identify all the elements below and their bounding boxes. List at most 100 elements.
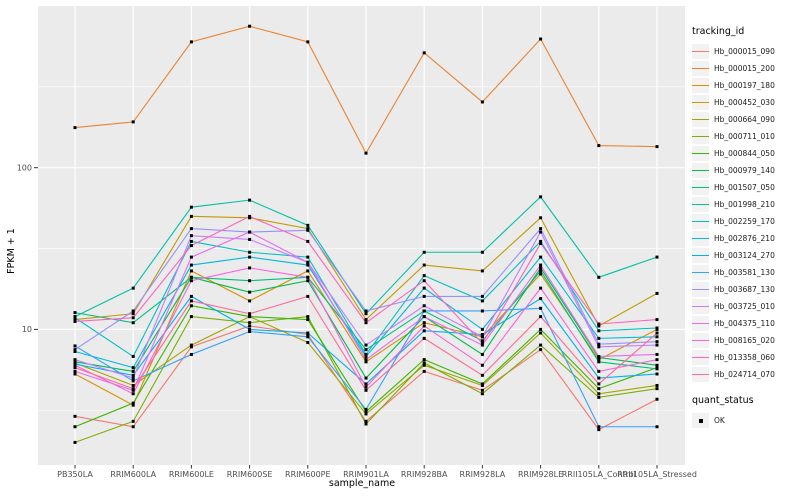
data-point-marker [480,341,484,345]
series-color-swatch [692,322,709,324]
data-point-marker [248,279,252,283]
data-point-marker [539,315,543,319]
data-point-marker [73,425,77,429]
legend-item-label: Hb_003581_130 [714,268,775,277]
data-point-marker [597,354,601,358]
data-point-marker [189,352,193,356]
legend-key-line [692,282,709,297]
x-tick-label: RRIM928LA [460,470,506,479]
data-point-marker [480,343,484,347]
data-point-marker [480,392,484,396]
legend-item: Hb_000015_200 [692,60,798,77]
legend-key-line [692,231,709,246]
data-point-marker [364,348,368,352]
legend-item: Hb_000844_050 [692,145,798,162]
data-point-marker [364,321,368,325]
data-point-marker [131,286,135,290]
data-point-marker [248,312,252,316]
data-point-marker [73,366,77,370]
data-point-marker [73,358,77,362]
data-point-marker [364,358,368,362]
series-color-swatch [692,220,709,222]
data-point-marker [480,363,484,367]
data-point-marker [189,315,193,319]
tracking-legend-title: tracking_id [692,26,745,37]
data-point-marker [422,274,426,278]
series-color-swatch [692,271,709,273]
legend-key-line [692,316,709,331]
series-color-swatch [692,169,709,171]
legend-key-line [692,95,709,110]
data-point-marker [131,309,135,313]
data-point-marker [539,227,543,231]
y-tick-label: 10 [22,325,32,334]
data-point-marker [597,428,601,432]
data-point-marker [248,290,252,294]
data-point-marker [248,255,252,259]
data-point-marker [306,335,310,339]
data-point-marker [655,340,659,344]
legend-key-line [692,78,709,93]
legend-item: Hb_000664_090 [692,111,798,128]
data-point-marker [422,294,426,298]
data-point-marker [539,297,543,301]
legend-key-square [692,413,709,428]
data-point-marker [306,228,310,232]
data-point-marker [655,363,659,367]
data-point-marker [655,397,659,401]
series-color-swatch [692,356,709,358]
data-point-marker [539,263,543,267]
data-point-marker [306,315,310,319]
data-point-marker [655,318,659,322]
data-point-marker [480,250,484,254]
legend-key-line [692,265,709,280]
data-point-marker [480,332,484,336]
data-point-marker [655,291,659,295]
data-point-marker [189,239,193,243]
data-point-marker [480,327,484,331]
data-point-marker [189,275,193,279]
legend-item: OK [692,412,798,429]
data-point-marker [248,327,252,331]
data-point-marker [597,324,601,328]
data-point-marker [73,126,77,130]
series-color-swatch [692,203,709,205]
y-tick-label: 100 [17,163,32,172]
legend-key-line [692,180,709,195]
data-point-marker [73,360,77,364]
data-point-marker [364,309,368,313]
legend-item: Hb_000015_090 [692,43,798,60]
data-point-marker [480,299,484,303]
data-point-marker [597,382,601,386]
legend-key-line [692,333,709,348]
data-point-marker [248,214,252,218]
data-point-marker [480,388,484,392]
data-point-marker [306,279,310,283]
series-color-swatch [692,67,709,69]
data-point-marker [597,144,601,148]
data-point-marker [131,373,135,377]
data-point-marker [248,237,252,241]
data-point-marker [539,239,543,243]
data-point-marker [131,401,135,405]
data-point-marker [539,230,543,234]
data-point-marker [189,205,193,209]
legend-item: Hb_013358_060 [692,349,798,366]
data-point-marker [422,324,426,328]
legend-item: Hb_003725_010 [692,298,798,315]
data-point-marker [597,387,601,391]
data-point-marker [480,309,484,313]
data-point-marker [480,339,484,343]
legend-item: Hb_008165_020 [692,332,798,349]
x-tick-label: RRII105LA_Control [562,470,636,479]
data-point-marker [364,410,368,414]
data-point-marker [655,383,659,387]
series-color-swatch [692,50,709,52]
legend-item-label: Hb_001507_050 [714,183,775,192]
data-point-marker [364,360,368,364]
data-point-marker [364,412,368,416]
y-axis-title: FPKM + 1 [6,228,17,274]
data-point-marker [73,349,77,353]
legend-item-label: Hb_000979_140 [714,166,775,175]
data-point-marker [73,311,77,315]
